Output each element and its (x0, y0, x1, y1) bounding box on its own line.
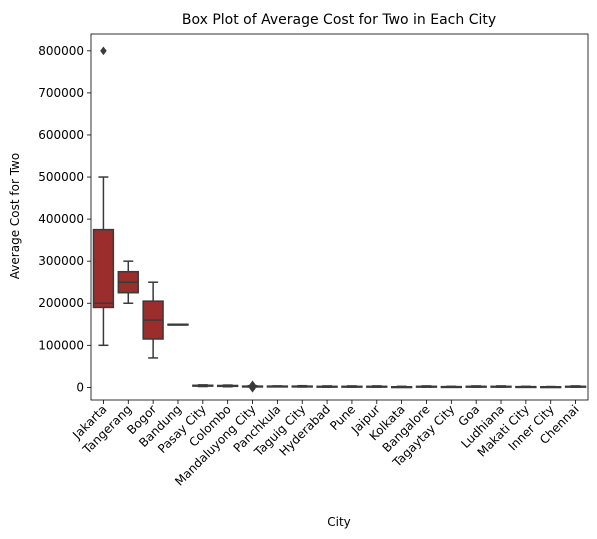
outlier-point (249, 380, 256, 390)
y-tick-label: 500000 (38, 170, 84, 184)
box (92, 228, 115, 309)
x-axis-label: City (327, 515, 351, 529)
y-tick-label: 400000 (38, 212, 84, 226)
y-tick-label: 100000 (38, 338, 84, 352)
plot-frame (90, 33, 589, 401)
y-tick-label: 300000 (38, 254, 84, 268)
y-axis-label: Average Cost for Two (8, 153, 22, 279)
chart-title: Box Plot of Average Cost for Two in Each… (182, 12, 496, 28)
y-tick-label: 700000 (38, 86, 84, 100)
y-tick-label: 600000 (38, 128, 84, 142)
y-tick-label: 0 (76, 380, 84, 394)
outlier-point (100, 46, 107, 56)
y-tick-label: 800000 (38, 44, 84, 58)
y-tick-label: 200000 (38, 296, 84, 310)
plot-area: 0 100000 200000 300000 400000 500000 600000 700… (38, 33, 589, 489)
